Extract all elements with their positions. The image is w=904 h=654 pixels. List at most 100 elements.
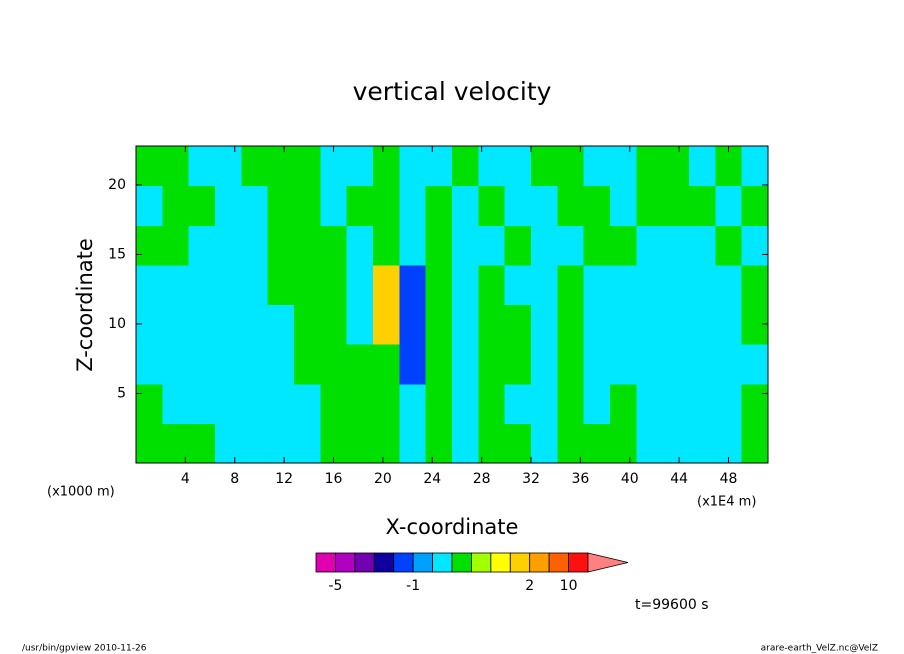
- colorbar-segment: [393, 552, 414, 573]
- contour-cell: [452, 304, 479, 345]
- contour-cell: [215, 146, 242, 187]
- colorbar-label: 10: [560, 578, 578, 594]
- contour-cell: [425, 344, 453, 385]
- contour-cell: [373, 423, 400, 464]
- contour-cell: [320, 423, 348, 464]
- contour-cell: [504, 146, 532, 187]
- contour-cell: [504, 225, 532, 266]
- contour-cell: [425, 304, 453, 345]
- contour-cell: [662, 225, 690, 266]
- contour-cell: [346, 344, 374, 385]
- contour-cell: [452, 423, 479, 464]
- contour-cell: [425, 264, 453, 306]
- colorbar-segment: [373, 552, 395, 573]
- contour-cell: [583, 344, 611, 385]
- contour-cell: [399, 383, 427, 424]
- contour-cell: [583, 383, 611, 424]
- contour-cell: [136, 304, 163, 345]
- contour-cell: [610, 225, 637, 266]
- contour-cell: [741, 146, 769, 187]
- contour-cell: [689, 423, 716, 464]
- contour-cell: [188, 264, 216, 306]
- contour-cell: [610, 344, 637, 385]
- contour-cell: [425, 225, 453, 266]
- colorbar-label: -5: [328, 578, 342, 594]
- contour-cell: [320, 146, 348, 187]
- contour-cell: [689, 383, 716, 424]
- contour-cell: [294, 264, 321, 306]
- x-tick-label: 16: [325, 471, 343, 487]
- contour-cell: [267, 383, 295, 424]
- contour-cell: [320, 344, 348, 385]
- contour-cell: [531, 146, 558, 187]
- contour-cell: [267, 304, 295, 345]
- colorbar-label: -1: [406, 578, 420, 594]
- y-tick-label: 10: [108, 316, 126, 332]
- contour-cell: [478, 225, 506, 266]
- contour-cell: [346, 304, 374, 345]
- contour-cell: [346, 146, 374, 187]
- contour-cell: [425, 185, 453, 226]
- contour-cell: [715, 344, 743, 385]
- contour-cell: [715, 185, 743, 226]
- contour-cell: [557, 146, 585, 187]
- contour-cell: [557, 304, 585, 345]
- contour-cell: [373, 264, 400, 306]
- contour-cell: [636, 185, 664, 226]
- contour-cell: [267, 225, 295, 266]
- contour-cell: [188, 344, 216, 385]
- contour-cell: [610, 383, 637, 424]
- colorbar-segment: [451, 552, 472, 573]
- contour-cell: [452, 185, 479, 226]
- contour-cell: [583, 225, 611, 266]
- contour-cell: [504, 423, 532, 464]
- contour-cell: [162, 185, 190, 226]
- contour-cell: [531, 344, 558, 385]
- colorbar-segment: [432, 552, 453, 573]
- contour-cell: [583, 146, 611, 187]
- contour-cell: [215, 383, 242, 424]
- contour-cell: [188, 383, 216, 424]
- contour-cell: [399, 344, 427, 385]
- contour-cell: [715, 264, 743, 306]
- contour-cell: [162, 383, 190, 424]
- y-tick-label: 20: [108, 177, 126, 193]
- contour-cell: [636, 344, 664, 385]
- contour-cell: [583, 264, 611, 306]
- contour-cell: [136, 225, 163, 266]
- contour-cell: [557, 344, 585, 385]
- contour-cell: [241, 423, 269, 464]
- contour-cell: [162, 423, 190, 464]
- contour-cell: [241, 304, 269, 345]
- contour-cell: [452, 344, 479, 385]
- contour-cell: [636, 146, 664, 187]
- contour-cell: [741, 185, 769, 226]
- x-tick-label: 40: [621, 471, 639, 487]
- contour-cell: [636, 423, 664, 464]
- x-tick-label: 8: [230, 471, 239, 487]
- contour-cell: [241, 264, 269, 306]
- contour-cell: [294, 304, 321, 345]
- x-tick-label: 24: [423, 471, 441, 487]
- contour-cell: [689, 264, 716, 306]
- contour-cell: [267, 146, 295, 187]
- contour-cell: [136, 383, 163, 424]
- contour-cell: [346, 225, 374, 266]
- contour-cell: [531, 185, 558, 226]
- contour-cell: [504, 264, 532, 306]
- contour-cell: [452, 225, 479, 266]
- contour-cell: [478, 146, 506, 187]
- contour-cell: [531, 383, 558, 424]
- footer-right: arare-earth_VelZ.nc@VelZ: [761, 644, 878, 654]
- x-tick-label: 12: [275, 471, 293, 487]
- contour-cell: [399, 185, 427, 226]
- contour-cell: [583, 185, 611, 226]
- contour-cell: [478, 304, 506, 345]
- contour-cell: [215, 344, 242, 385]
- contour-cell: [320, 264, 348, 306]
- contour-cell: [557, 423, 585, 464]
- contour-cell: [610, 304, 637, 345]
- contour-cell: [294, 185, 321, 226]
- contour-cell: [531, 423, 558, 464]
- contour-cell: [346, 383, 374, 424]
